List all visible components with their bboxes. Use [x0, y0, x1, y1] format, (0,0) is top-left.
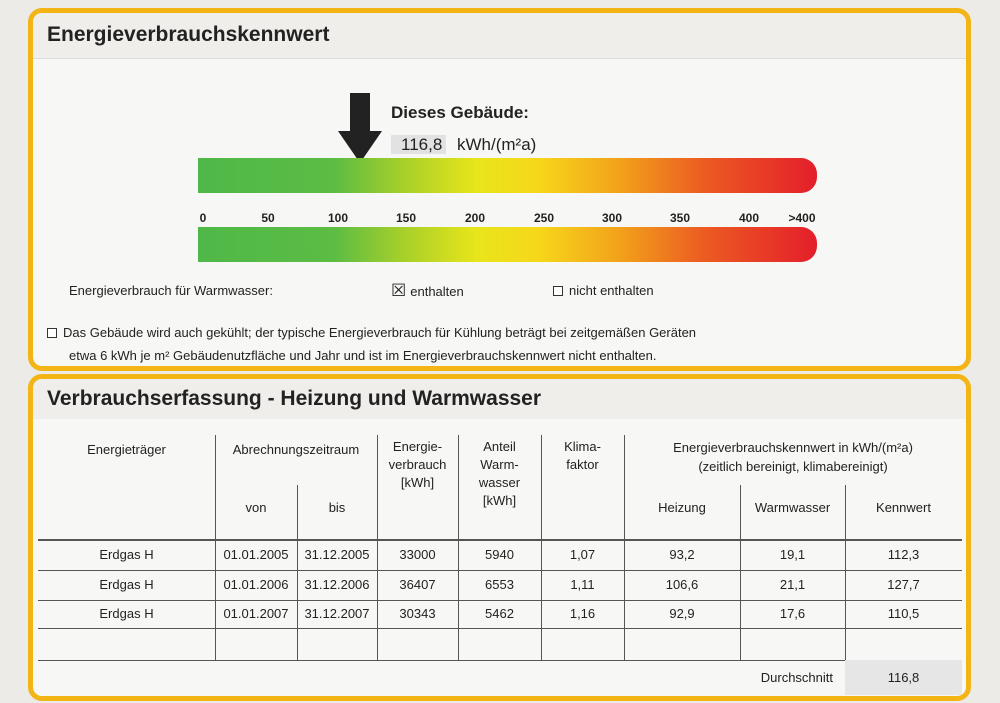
scale-tick: 0	[199, 211, 207, 225]
header-index-sub: (zeitlich bereinigt, klimabereinigt)	[698, 459, 888, 474]
divider	[458, 435, 459, 660]
header-warmwater: Warmwasser	[754, 499, 831, 515]
divider	[297, 485, 298, 660]
cooling-line-1: Das Gebäude wird auch gekühlt; der typis…	[63, 325, 697, 340]
divider	[38, 539, 962, 540]
table-cell: 01.01.2005	[223, 547, 289, 562]
header-climate: Klima- faktor	[564, 439, 601, 472]
consumption-panel: Verbrauchserfassung - Heizung und Warmwa…	[28, 374, 971, 701]
table-cell: 1,11	[570, 577, 595, 592]
divider	[541, 435, 542, 660]
table-cell: Erdgas H	[99, 577, 154, 592]
cooling-line-2: etwa 6 kWh je m² Gebäudenutzfläche und J…	[69, 348, 657, 363]
header-heating: Heizung	[658, 499, 706, 515]
table-cell: 31.12.2007	[304, 606, 370, 621]
table-cell: 5462	[485, 606, 514, 621]
checkbox-icon[interactable]	[553, 286, 563, 296]
table-cell: 31.12.2006	[304, 577, 370, 592]
table-cell: 19,1	[779, 547, 806, 562]
divider	[377, 435, 378, 660]
unit: kWh/(m²a)	[457, 135, 537, 154]
scale-bar-top	[198, 158, 817, 193]
header-carrier: Energieträger	[87, 442, 166, 457]
table-cell: Erdgas H	[99, 547, 154, 562]
table-cell: 36407	[399, 577, 436, 592]
checkbox-icon[interactable]	[47, 328, 57, 338]
table-cell: 6553	[485, 577, 514, 592]
table-cell: 92,9	[669, 606, 695, 621]
divider	[624, 435, 625, 660]
table-cell: 93,2	[669, 547, 695, 562]
option-not-included[interactable]: nicht enthalten	[553, 283, 654, 298]
cooling-note[interactable]: Das Gebäude wird auch gekühlt; der typis…	[47, 321, 697, 366]
section-title: Verbrauchserfassung - Heizung und Warmwa…	[33, 379, 966, 419]
scale-tick: 250	[533, 211, 555, 225]
header-to: bis	[328, 499, 346, 515]
scale-bar-bottom	[198, 227, 817, 262]
value: 116,8	[391, 135, 447, 154]
option-label: enthalten	[410, 284, 464, 299]
divider	[845, 485, 846, 695]
this-building-value: 116,8 kWh/(m²a)	[391, 135, 536, 155]
header-index: Energieverbrauchskennwert in kWh/(m²a)	[673, 440, 913, 455]
table-cell: Erdgas H	[99, 606, 154, 621]
divider	[38, 628, 962, 629]
table-cell: 112,3	[887, 547, 920, 562]
table-cell: 31.12.2005	[304, 547, 370, 562]
table-cell: 5940	[485, 547, 514, 562]
divider	[38, 570, 962, 571]
scale-tick: 200	[464, 211, 486, 225]
warmwater-label: Energieverbrauch für Warmwasser:	[69, 283, 273, 298]
table-cell: 01.01.2007	[223, 606, 289, 621]
header-ww-share: Anteil Warm- wasser [kWh]	[478, 439, 521, 508]
table-cell: 21,1	[779, 577, 806, 592]
divider	[38, 600, 962, 601]
header-period: Abrechnungszeitraum	[232, 442, 360, 457]
table-cell: 1,16	[569, 606, 596, 621]
arrow-down-icon	[338, 93, 382, 163]
option-included[interactable]: ☒ enthalten	[391, 281, 464, 301]
average-label: Durchschnitt	[760, 669, 833, 685]
table-cell: 17,6	[779, 606, 806, 621]
checkbox-checked-icon[interactable]: ☒	[391, 281, 407, 300]
table-cell: 30343	[399, 606, 436, 621]
table-cell: 127,7	[887, 577, 920, 592]
option-label: nicht enthalten	[569, 283, 654, 298]
scale-tick: 350	[669, 211, 691, 225]
table-cell: 1,07	[569, 547, 596, 562]
table-cell: 33000	[399, 547, 436, 562]
scale-tick: 100	[327, 211, 349, 225]
scale-tick: 150	[395, 211, 417, 225]
average-value: 116,8	[845, 660, 962, 695]
section-title: Energieverbrauchskennwert	[33, 13, 966, 59]
scale-tick: >400	[788, 211, 816, 225]
table-cell: 110,5	[887, 606, 920, 621]
energy-index-panel: Energieverbrauchskennwert Dieses Gebäude…	[28, 8, 971, 371]
divider	[38, 540, 962, 541]
this-building-label: Dieses Gebäude:	[391, 103, 529, 122]
header-kennwert: Kennwert	[876, 499, 931, 515]
table-cell: 01.01.2006	[223, 577, 289, 592]
divider	[38, 660, 962, 661]
scale-tick: 50	[261, 211, 275, 225]
header-consumption: Energie- verbrauch [kWh]	[388, 439, 447, 490]
scale-tick: 300	[601, 211, 623, 225]
divider	[215, 435, 216, 660]
table-cell: 106,6	[665, 577, 699, 592]
header-from: von	[245, 499, 267, 515]
divider	[740, 485, 741, 660]
scale-tick: 400	[738, 211, 760, 225]
